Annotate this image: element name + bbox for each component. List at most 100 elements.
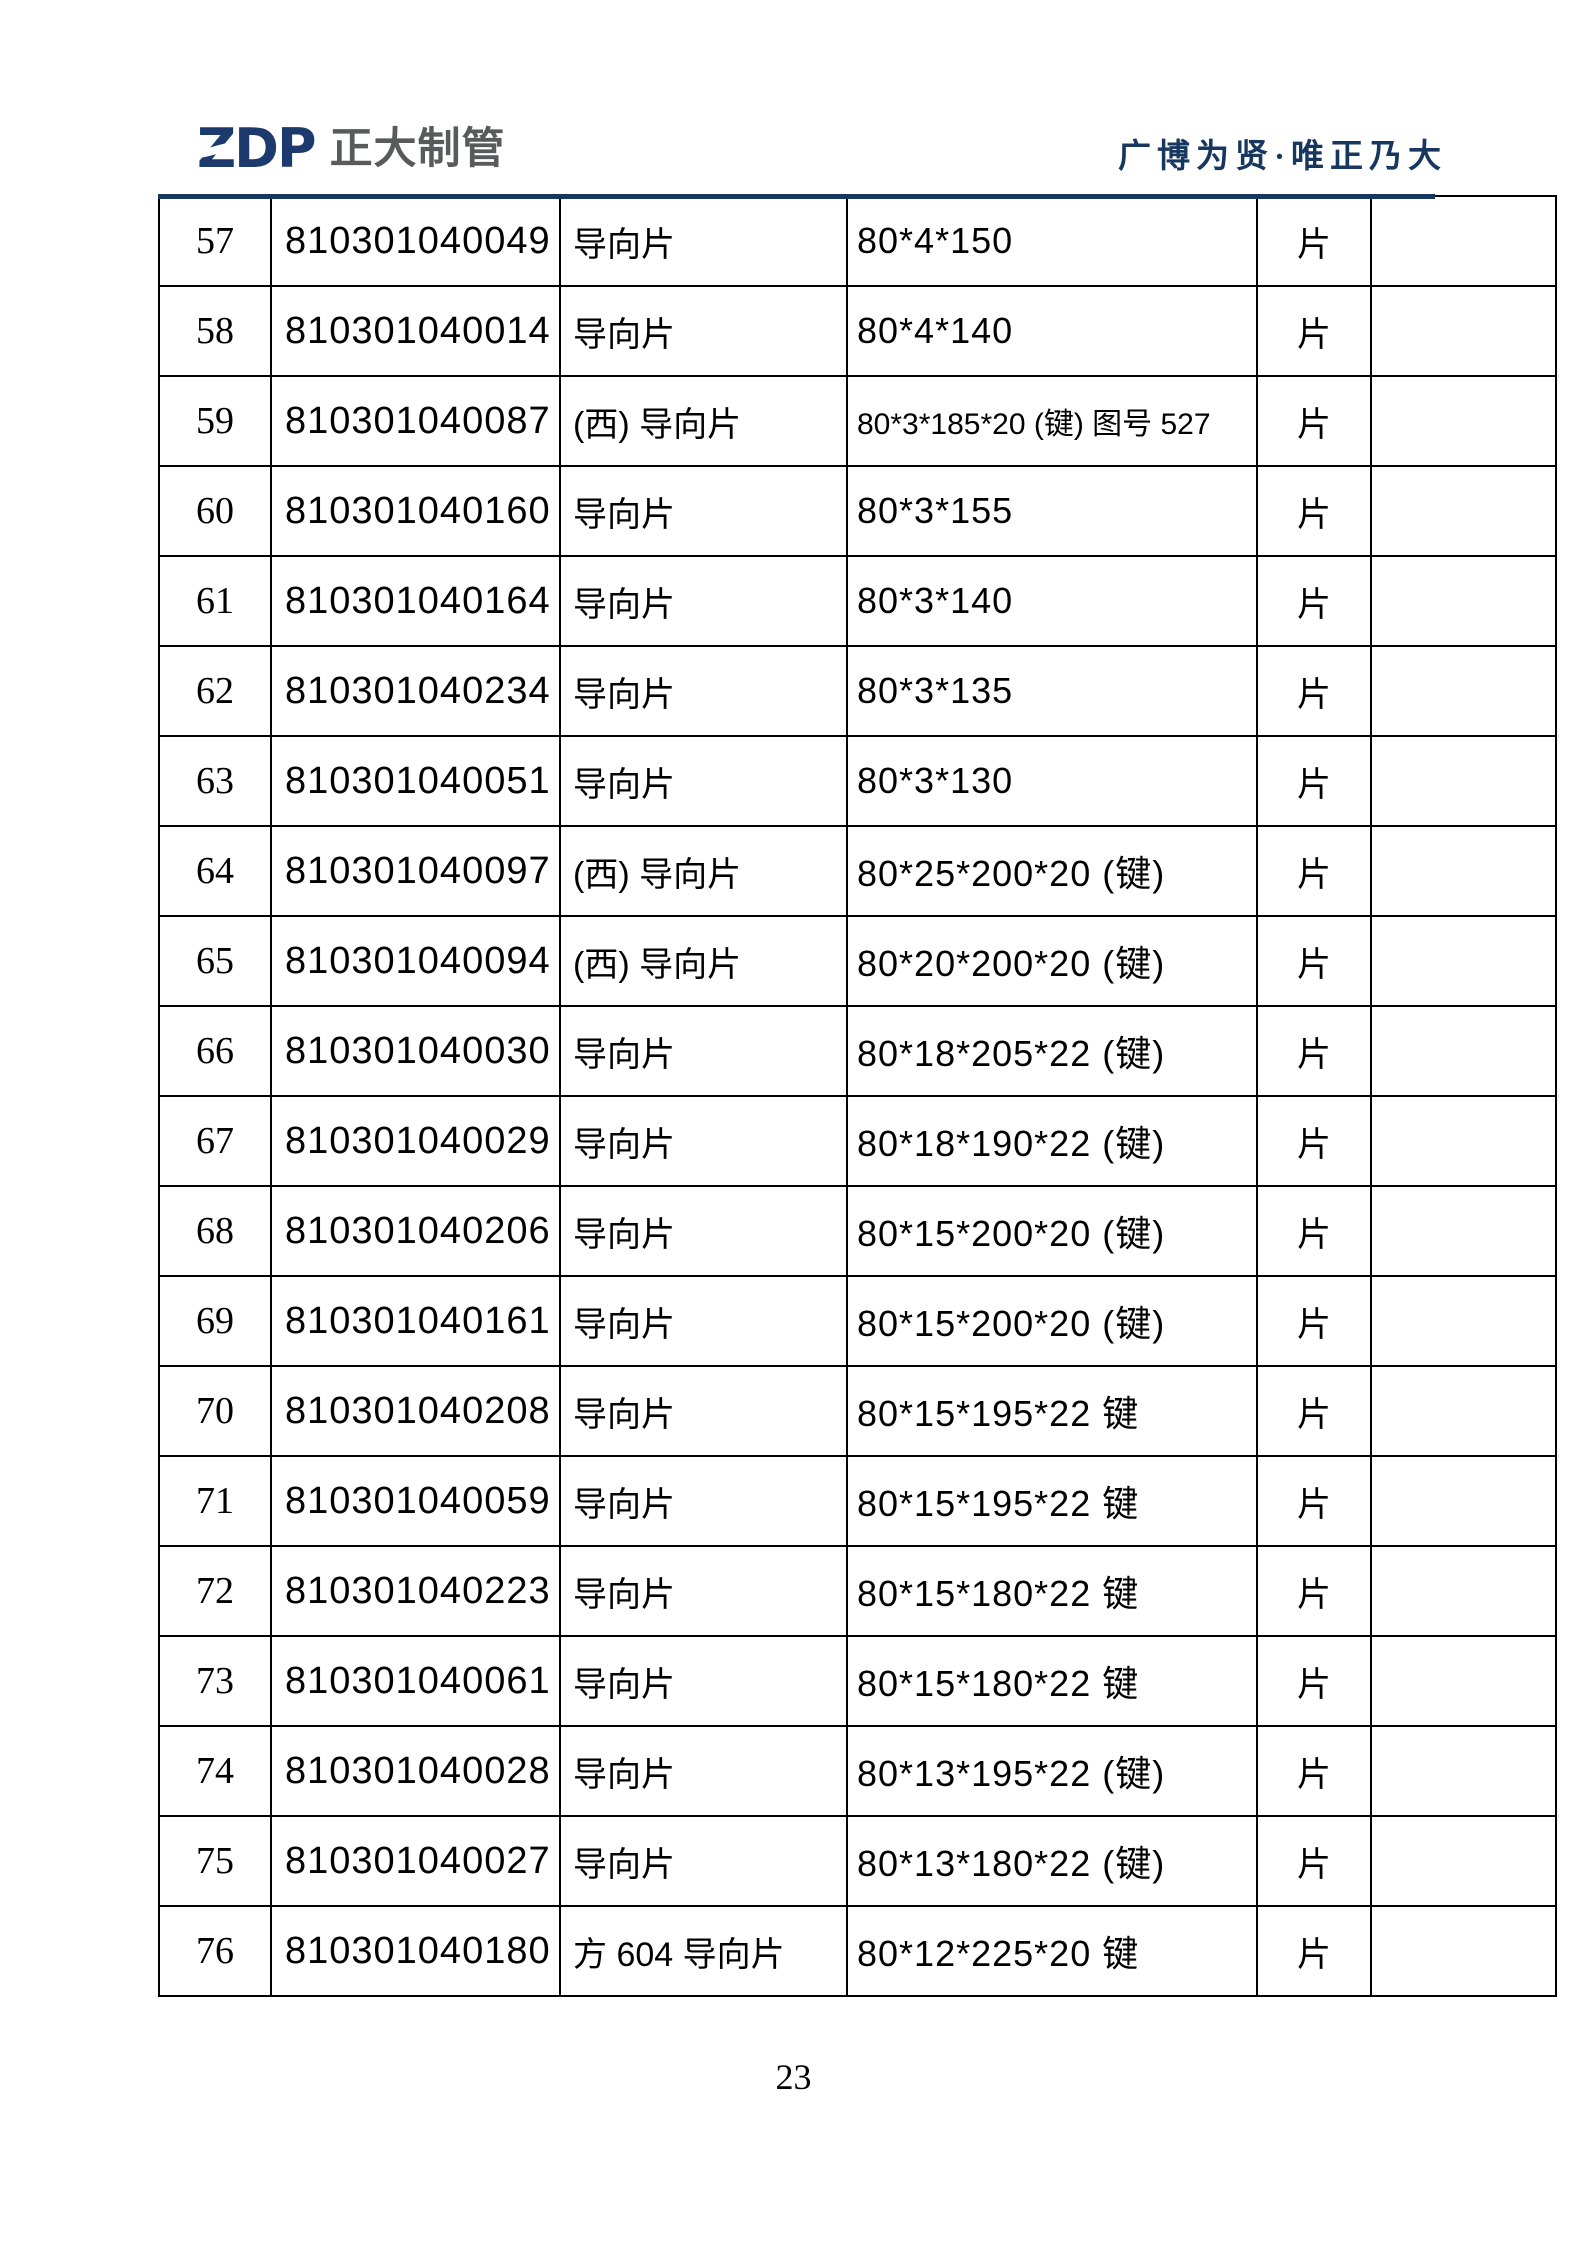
part-code-cell: 810301040014 bbox=[270, 285, 561, 377]
table-row: 67 810301040029 导向片 80*18*190*22 (键) 片 bbox=[158, 1095, 1557, 1187]
part-spec-cell: 80*18*190*22 (键) bbox=[846, 1095, 1258, 1187]
part-unit-cell: 片 bbox=[1256, 555, 1372, 647]
part-unit-cell: 片 bbox=[1256, 1725, 1372, 1817]
part-name-cell: (西) 导向片 bbox=[559, 375, 848, 467]
part-code-cell: 810301040029 bbox=[270, 1095, 561, 1187]
row-number-cell: 73 bbox=[158, 1635, 272, 1727]
part-note-cell bbox=[1370, 1815, 1557, 1907]
part-spec-cell: 80*15*200*20 (键) bbox=[846, 1185, 1258, 1277]
part-code-cell: 810301040087 bbox=[270, 375, 561, 467]
zdp-logo-mark: ZDP bbox=[197, 117, 317, 180]
table-row: 73 810301040061 导向片 80*15*180*22 键 片 bbox=[158, 1635, 1557, 1727]
part-unit-cell: 片 bbox=[1256, 1185, 1372, 1277]
part-note-cell bbox=[1370, 825, 1557, 917]
part-note-cell bbox=[1370, 1365, 1557, 1457]
company-logo: ZDP 正大制管 bbox=[197, 122, 506, 176]
part-name-cell: 导向片 bbox=[559, 1185, 848, 1277]
table-body: 57 810301040049 导向片 80*4*150 片 58 810301… bbox=[158, 195, 1557, 1997]
part-note-cell bbox=[1370, 285, 1557, 377]
part-name-cell: 导向片 bbox=[559, 1095, 848, 1187]
part-code-cell: 810301040094 bbox=[270, 915, 561, 1007]
part-note-cell bbox=[1370, 1635, 1557, 1727]
part-unit-cell: 片 bbox=[1256, 1365, 1372, 1457]
part-name-cell: 导向片 bbox=[559, 735, 848, 827]
part-code-cell: 810301040061 bbox=[270, 1635, 561, 1727]
part-note-cell bbox=[1370, 645, 1557, 737]
table-row: 69 810301040161 导向片 80*15*200*20 (键) 片 bbox=[158, 1275, 1557, 1367]
table-row: 76 810301040180 方 604 导向片 80*12*225*20 键… bbox=[158, 1905, 1557, 1997]
part-unit-cell: 片 bbox=[1256, 1815, 1372, 1907]
row-number-cell: 61 bbox=[158, 555, 272, 647]
part-code-cell: 810301040028 bbox=[270, 1725, 561, 1817]
part-note-cell bbox=[1370, 1095, 1557, 1187]
part-name-cell: 导向片 bbox=[559, 1275, 848, 1367]
part-name-cell: 导向片 bbox=[559, 1005, 848, 1097]
part-name-cell: 导向片 bbox=[559, 1725, 848, 1817]
part-note-cell bbox=[1370, 195, 1557, 287]
part-code-cell: 810301040097 bbox=[270, 825, 561, 917]
table-row: 64 810301040097 (西) 导向片 80*25*200*20 (键)… bbox=[158, 825, 1557, 917]
part-spec-cell: 80*13*195*22 (键) bbox=[846, 1725, 1258, 1817]
part-spec-cell: 80*15*200*20 (键) bbox=[846, 1275, 1258, 1367]
part-note-cell bbox=[1370, 1005, 1557, 1097]
parts-table: 57 810301040049 导向片 80*4*150 片 58 810301… bbox=[158, 195, 1557, 1997]
part-spec-cell: 80*3*135 bbox=[846, 645, 1258, 737]
table-row: 71 810301040059 导向片 80*15*195*22 键 片 bbox=[158, 1455, 1557, 1547]
part-name-cell: 导向片 bbox=[559, 645, 848, 737]
part-unit-cell: 片 bbox=[1256, 1455, 1372, 1547]
part-note-cell bbox=[1370, 555, 1557, 647]
part-note-cell bbox=[1370, 1905, 1557, 1997]
row-number-cell: 70 bbox=[158, 1365, 272, 1457]
company-name: 正大制管 bbox=[329, 124, 506, 173]
page-number: 23 bbox=[775, 2057, 812, 2097]
part-name-cell: 导向片 bbox=[559, 555, 848, 647]
part-spec-cell: 80*15*180*22 键 bbox=[846, 1635, 1258, 1727]
part-code-cell: 810301040049 bbox=[270, 195, 561, 287]
row-number-cell: 60 bbox=[158, 465, 272, 557]
part-unit-cell: 片 bbox=[1256, 1095, 1372, 1187]
row-number-cell: 76 bbox=[158, 1905, 272, 1997]
part-unit-cell: 片 bbox=[1256, 645, 1372, 737]
table-row: 57 810301040049 导向片 80*4*150 片 bbox=[158, 195, 1557, 287]
part-unit-cell: 片 bbox=[1256, 195, 1372, 287]
part-unit-cell: 片 bbox=[1256, 1275, 1372, 1367]
part-note-cell bbox=[1370, 375, 1557, 467]
part-spec-cell: 80*20*200*20 (键) bbox=[846, 915, 1258, 1007]
table-row: 63 810301040051 导向片 80*3*130 片 bbox=[158, 735, 1557, 827]
part-spec-cell: 80*4*140 bbox=[846, 285, 1258, 377]
table-row: 62 810301040234 导向片 80*3*135 片 bbox=[158, 645, 1557, 737]
part-spec-cell: 80*3*185*20 (键) 图号 527 bbox=[846, 375, 1258, 467]
part-code-cell: 810301040208 bbox=[270, 1365, 561, 1457]
table-row: 66 810301040030 导向片 80*18*205*22 (键) 片 bbox=[158, 1005, 1557, 1097]
part-code-cell: 810301040223 bbox=[270, 1545, 561, 1637]
row-number-cell: 69 bbox=[158, 1275, 272, 1367]
part-note-cell bbox=[1370, 915, 1557, 1007]
part-spec-cell: 80*3*140 bbox=[846, 555, 1258, 647]
part-unit-cell: 片 bbox=[1256, 825, 1372, 917]
table-row: 74 810301040028 导向片 80*13*195*22 (键) 片 bbox=[158, 1725, 1557, 1817]
part-name-cell: 导向片 bbox=[559, 1365, 848, 1457]
row-number-cell: 66 bbox=[158, 1005, 272, 1097]
part-note-cell bbox=[1370, 1545, 1557, 1637]
part-name-cell: 导向片 bbox=[559, 1635, 848, 1727]
part-unit-cell: 片 bbox=[1256, 375, 1372, 467]
company-slogan: 广博为贤·唯正乃大 bbox=[1118, 139, 1448, 175]
part-code-cell: 810301040180 bbox=[270, 1905, 561, 1997]
part-unit-cell: 片 bbox=[1256, 1905, 1372, 1997]
row-number-cell: 63 bbox=[158, 735, 272, 827]
part-name-cell: (西) 导向片 bbox=[559, 825, 848, 917]
part-spec-cell: 80*4*150 bbox=[846, 195, 1258, 287]
row-number-cell: 59 bbox=[158, 375, 272, 467]
part-spec-cell: 80*25*200*20 (键) bbox=[846, 825, 1258, 917]
part-spec-cell: 80*12*225*20 键 bbox=[846, 1905, 1258, 1997]
table-row: 65 810301040094 (西) 导向片 80*20*200*20 (键)… bbox=[158, 915, 1557, 1007]
part-name-cell: (西) 导向片 bbox=[559, 915, 848, 1007]
part-code-cell: 810301040030 bbox=[270, 1005, 561, 1097]
row-number-cell: 62 bbox=[158, 645, 272, 737]
table-row: 72 810301040223 导向片 80*15*180*22 键 片 bbox=[158, 1545, 1557, 1637]
part-name-cell: 导向片 bbox=[559, 195, 848, 287]
table-row: 70 810301040208 导向片 80*15*195*22 键 片 bbox=[158, 1365, 1557, 1457]
part-note-cell bbox=[1370, 1725, 1557, 1817]
part-name-cell: 方 604 导向片 bbox=[559, 1905, 848, 1997]
